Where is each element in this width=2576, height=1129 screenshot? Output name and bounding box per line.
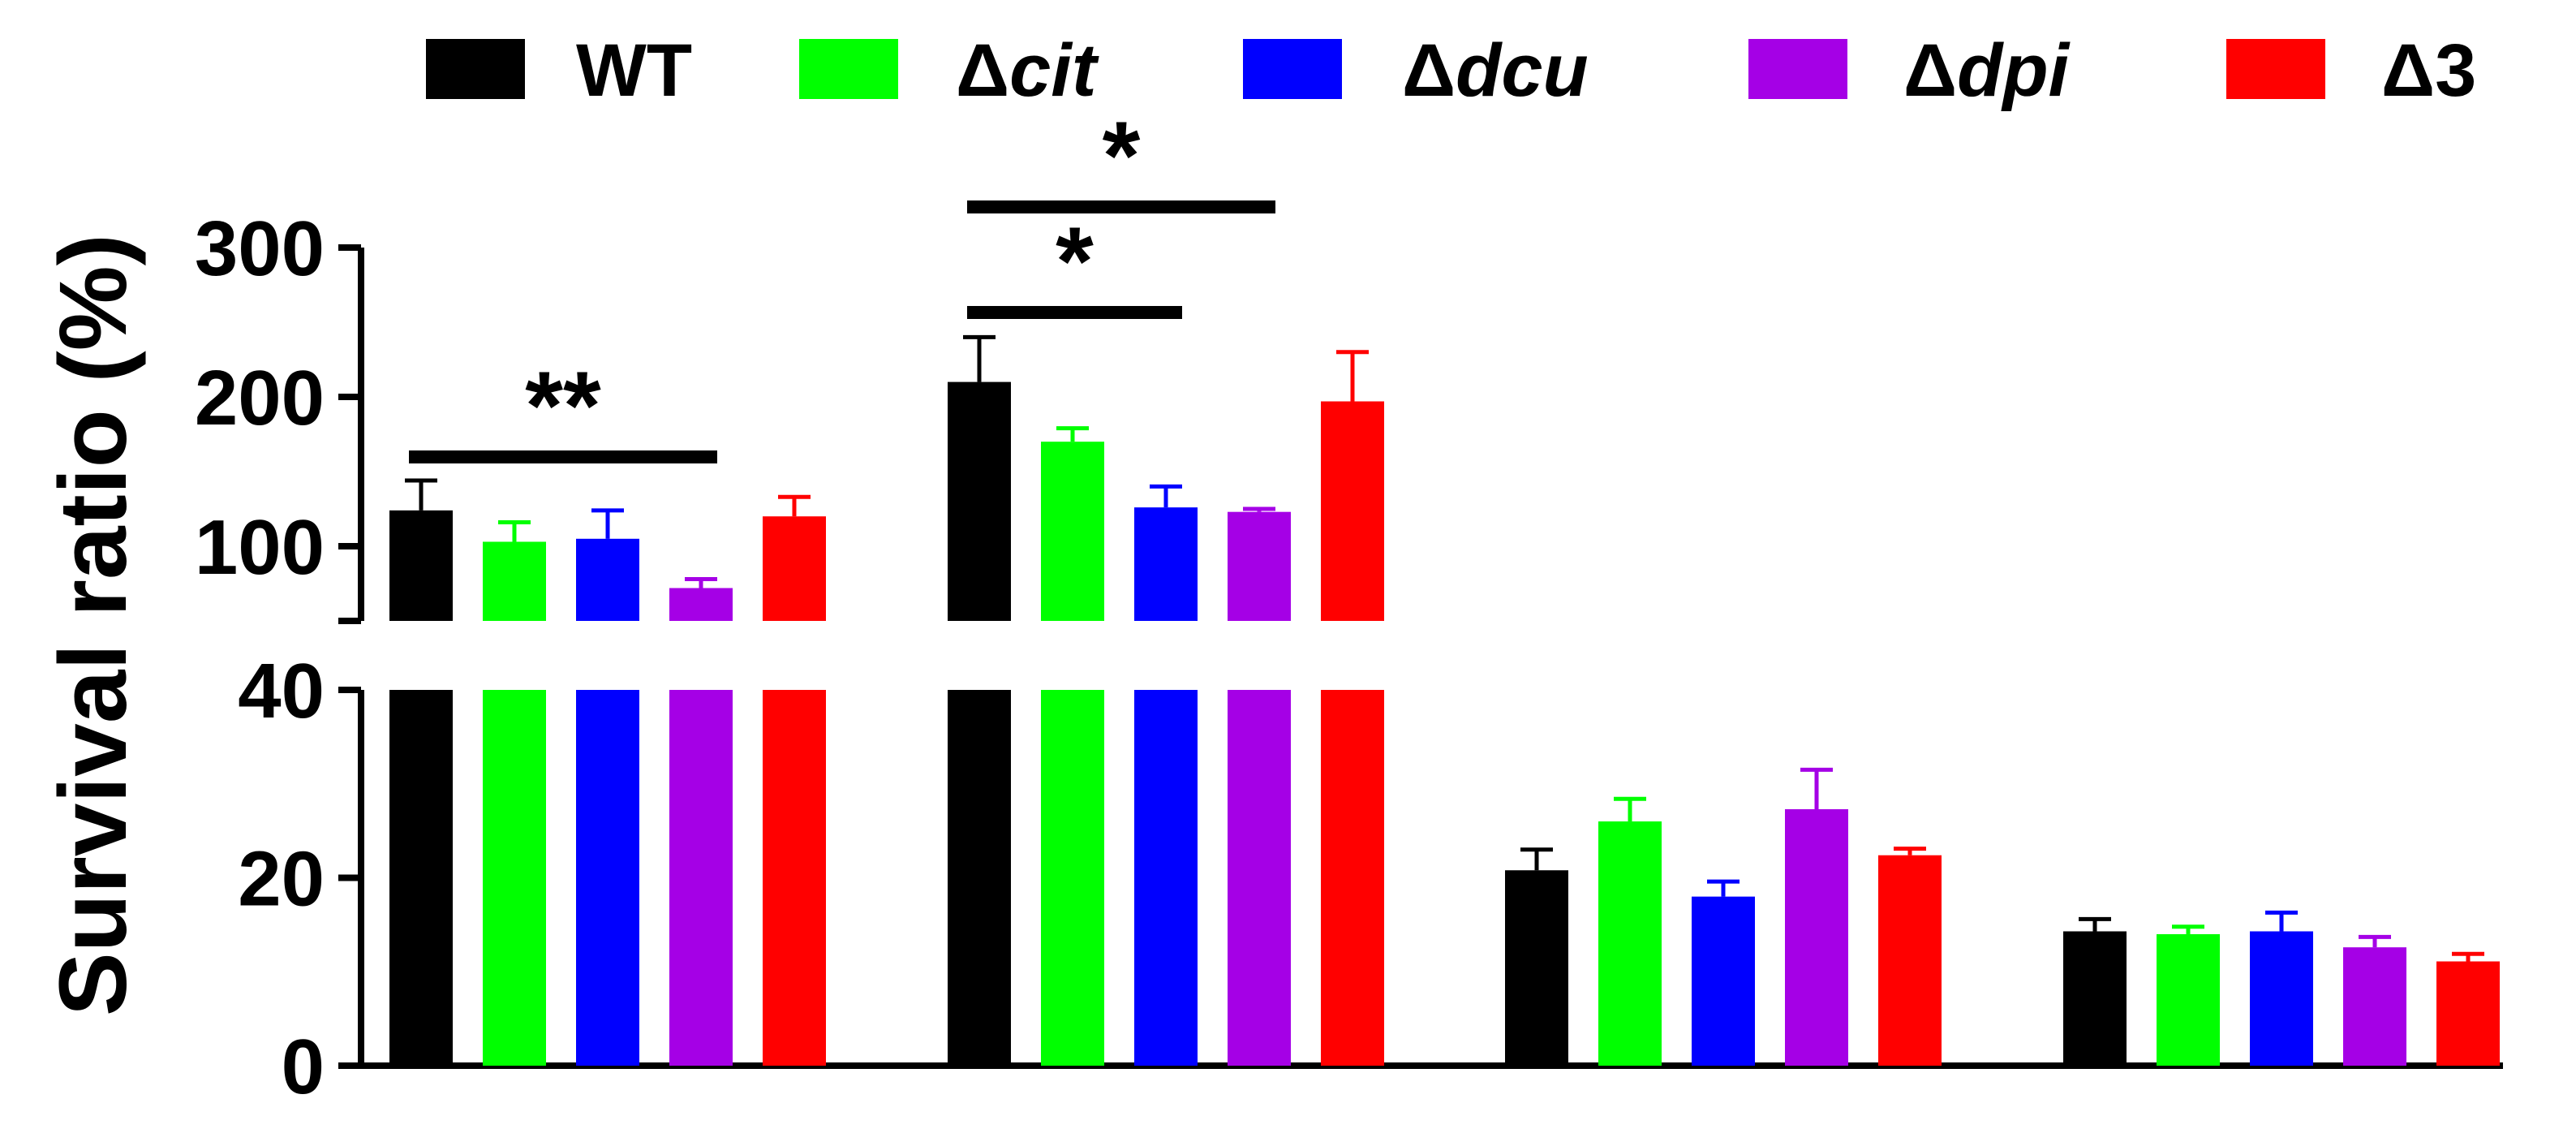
bar-0-1-lower bbox=[948, 690, 1011, 1066]
legend-prefix-2: Δ bbox=[1402, 29, 1456, 112]
error-bars bbox=[405, 334, 2484, 962]
bar-1-3 bbox=[2157, 933, 2220, 1066]
bar-4-1-upper bbox=[1321, 401, 1384, 621]
significance-label-1: * bbox=[1056, 207, 1094, 316]
bar-0-0-upper bbox=[389, 510, 453, 621]
legend-label-3: Δdpi bbox=[1903, 29, 2071, 112]
legend-label-4: Δ3 bbox=[2381, 29, 2476, 112]
bar-0-1-upper bbox=[948, 381, 1011, 621]
bar-2-1-lower bbox=[1134, 690, 1198, 1066]
bar-2-0-lower bbox=[576, 690, 639, 1066]
bar-2-0-upper bbox=[576, 538, 639, 621]
bar-3-0-lower bbox=[669, 690, 733, 1066]
legend-swatch-1 bbox=[799, 39, 898, 99]
bar-0-0-lower bbox=[389, 690, 453, 1066]
y-tick-label-300: 300 bbox=[195, 205, 325, 292]
legend-label-2: Δdcu bbox=[1402, 29, 1589, 112]
bar-2-2 bbox=[1692, 896, 1755, 1066]
y-tick-label-20: 20 bbox=[238, 836, 325, 923]
bar-2-1-upper bbox=[1134, 507, 1198, 621]
legend-prefix-4: Δ bbox=[2381, 29, 2435, 112]
bar-4-0-upper bbox=[763, 516, 826, 621]
bar-1-0-lower bbox=[483, 690, 546, 1066]
legend-label-1: Δcit bbox=[956, 29, 1099, 112]
bar-4-3 bbox=[2436, 961, 2500, 1066]
legend-name-0: WT bbox=[576, 29, 692, 112]
bar-0-2 bbox=[1505, 870, 1568, 1066]
bar-1-0-upper bbox=[483, 541, 546, 621]
legend-prefix-3: Δ bbox=[1903, 29, 1957, 112]
bar-0-3 bbox=[2063, 931, 2127, 1066]
y-tick-label-0: 0 bbox=[282, 1023, 325, 1110]
legend-label-0: WT bbox=[576, 29, 692, 112]
bar-4-1-lower bbox=[1321, 690, 1384, 1066]
legend-swatch-2 bbox=[1243, 39, 1342, 99]
bar-1-2 bbox=[1598, 821, 1662, 1066]
significance-annotations: **** bbox=[409, 101, 1275, 463]
legend-swatch-3 bbox=[1748, 39, 1847, 99]
y-tick-label-40: 40 bbox=[238, 648, 325, 735]
bars bbox=[389, 381, 2500, 1066]
legend: WT Δcit Δdcu Δdpi Δ3 bbox=[426, 29, 2476, 112]
legend-swatch-0 bbox=[426, 39, 525, 99]
significance-label-0: ** bbox=[525, 351, 601, 460]
bar-2-3 bbox=[2250, 931, 2313, 1066]
bar-3-3 bbox=[2343, 947, 2406, 1066]
legend-name-4: 3 bbox=[2435, 29, 2476, 112]
bar-3-1-upper bbox=[1228, 511, 1291, 621]
legend-name-1: cit bbox=[1009, 29, 1099, 112]
bar-1-1-lower bbox=[1041, 690, 1104, 1066]
bar-3-0-upper bbox=[669, 588, 733, 621]
bar-3-2 bbox=[1785, 809, 1848, 1066]
significance-label-2: * bbox=[1103, 101, 1141, 210]
bar-4-0-lower bbox=[763, 690, 826, 1066]
bar-3-1-lower bbox=[1228, 690, 1291, 1066]
legend-prefix-1: Δ bbox=[956, 29, 1009, 112]
y-tick-label-100: 100 bbox=[195, 504, 325, 591]
y-axis-label: Survival ratio (%) bbox=[40, 234, 147, 1016]
legend-name-3: dpi bbox=[1957, 29, 2071, 112]
bar-4-2 bbox=[1878, 855, 1942, 1066]
legend-swatch-4 bbox=[2226, 39, 2325, 99]
bar-1-1-upper bbox=[1041, 442, 1104, 621]
y-tick-label-200: 200 bbox=[195, 355, 325, 442]
legend-name-2: dcu bbox=[1456, 29, 1589, 112]
